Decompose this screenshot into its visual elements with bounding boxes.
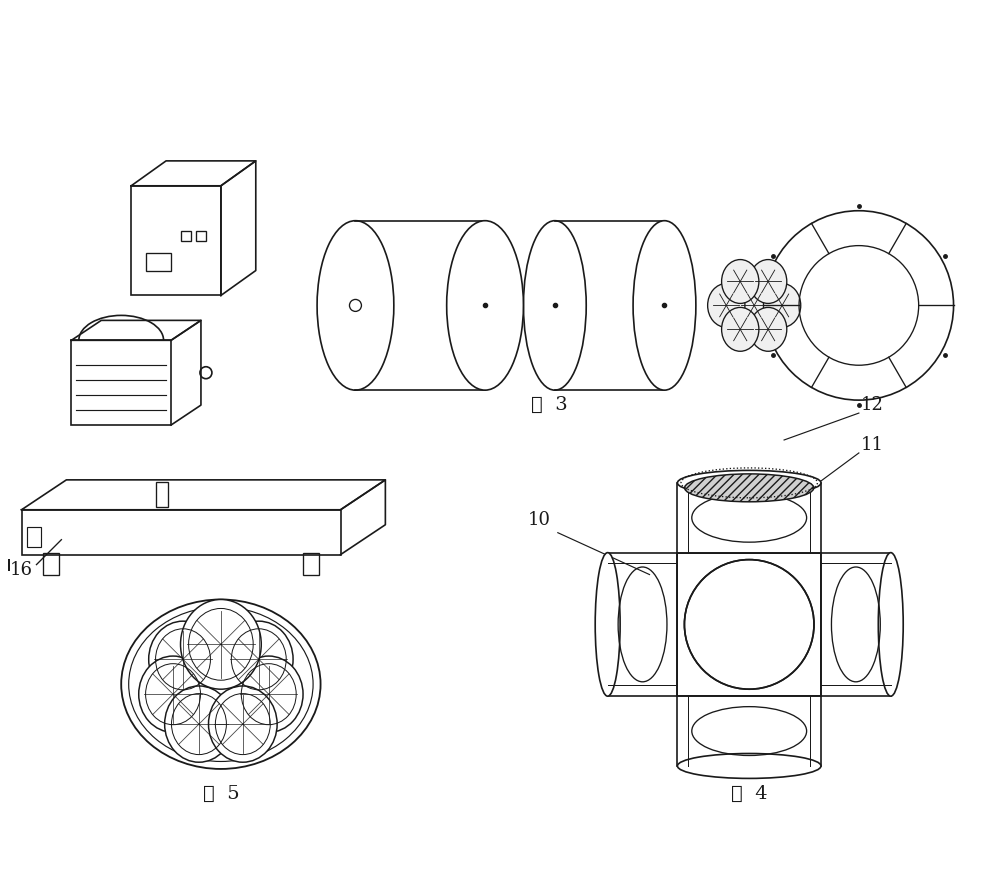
Ellipse shape: [763, 284, 801, 327]
Ellipse shape: [722, 307, 759, 351]
Ellipse shape: [447, 220, 523, 390]
Bar: [156, 482, 168, 507]
Text: 11: 11: [861, 436, 884, 454]
Text: 图  5: 图 5: [203, 785, 239, 803]
Bar: [677, 553, 821, 696]
Ellipse shape: [677, 753, 821, 779]
Ellipse shape: [750, 260, 787, 304]
Bar: [608, 553, 677, 696]
Bar: [303, 553, 319, 575]
Bar: [677, 696, 821, 766]
Text: 12: 12: [861, 396, 884, 414]
Ellipse shape: [139, 656, 207, 732]
Text: 16: 16: [10, 561, 33, 578]
Ellipse shape: [234, 656, 303, 732]
Bar: [27, 527, 41, 547]
Ellipse shape: [685, 474, 814, 501]
Ellipse shape: [149, 621, 217, 697]
Ellipse shape: [349, 299, 361, 311]
Ellipse shape: [224, 621, 293, 697]
Ellipse shape: [750, 307, 787, 351]
Ellipse shape: [181, 599, 261, 690]
Bar: [146, 253, 171, 270]
Ellipse shape: [736, 284, 773, 327]
Ellipse shape: [722, 260, 759, 304]
Ellipse shape: [165, 686, 233, 762]
Bar: [677, 483, 821, 553]
Text: 10: 10: [528, 511, 551, 528]
Text: 图  3: 图 3: [531, 396, 568, 414]
Ellipse shape: [633, 220, 696, 390]
Text: 图  4: 图 4: [731, 785, 768, 803]
Bar: [196, 231, 206, 241]
Ellipse shape: [677, 471, 821, 495]
Ellipse shape: [708, 284, 745, 327]
Ellipse shape: [209, 686, 277, 762]
Bar: [71, 340, 171, 425]
Ellipse shape: [595, 553, 620, 696]
Bar: [43, 553, 59, 575]
Ellipse shape: [317, 220, 394, 390]
Bar: [677, 553, 821, 696]
Bar: [22, 510, 341, 555]
Bar: [821, 553, 891, 696]
Bar: [131, 186, 221, 296]
Ellipse shape: [878, 553, 903, 696]
Bar: [181, 231, 191, 241]
Ellipse shape: [523, 220, 586, 390]
